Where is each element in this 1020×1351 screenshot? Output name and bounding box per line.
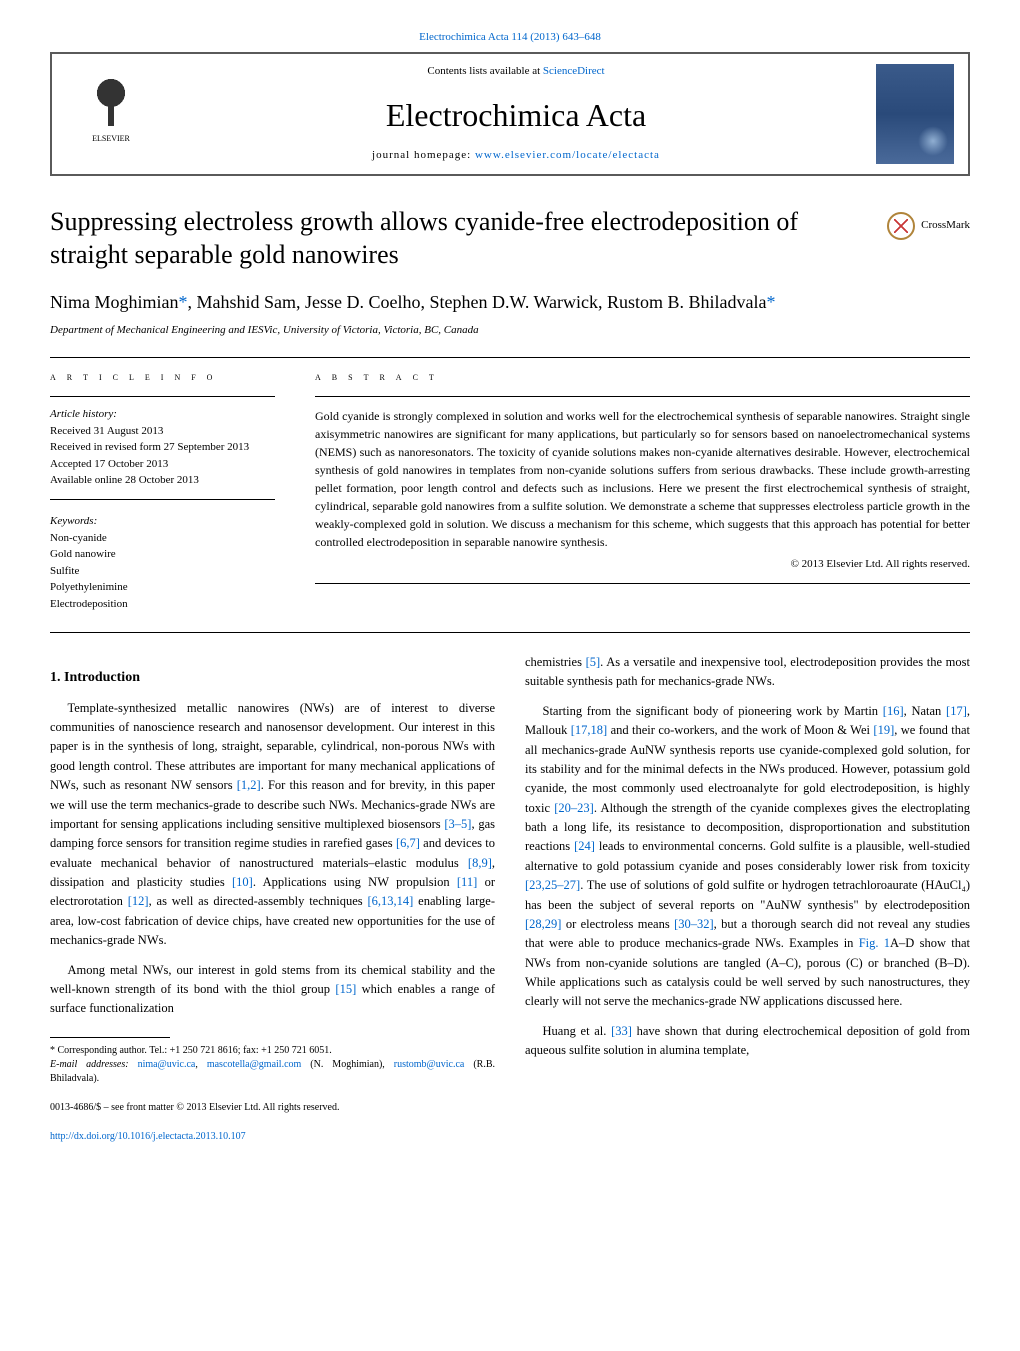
divider xyxy=(50,499,275,500)
divider xyxy=(50,357,970,358)
journal-cover-thumbnail xyxy=(876,64,954,164)
left-column: 1. Introduction Template-synthesized met… xyxy=(50,653,495,1145)
body-paragraph: Template-synthesized metallic nanowires … xyxy=(50,699,495,951)
journal-homepage: journal homepage: www.elsevier.com/locat… xyxy=(156,148,876,164)
ref-link[interactable]: [6,13,14] xyxy=(368,894,414,908)
history-label: Article history: xyxy=(50,407,275,423)
keywords-label: Keywords: xyxy=(50,514,275,530)
crossmark-icon xyxy=(887,212,915,240)
keyword: Gold nanowire xyxy=(50,546,275,563)
ref-link[interactable]: [8,9] xyxy=(468,856,492,870)
right-column: chemistries [5]. As a versatile and inex… xyxy=(525,653,970,1145)
abstract-label: A B S T R A C T xyxy=(315,368,970,385)
abstract-text: Gold cyanide is strongly complexed in so… xyxy=(315,407,970,551)
ref-link[interactable]: [19] xyxy=(873,723,894,737)
ref-link[interactable]: [3–5] xyxy=(444,817,471,831)
body-paragraph: Among metal NWs, our interest in gold st… xyxy=(50,961,495,1019)
history-item: Received 31 August 2013 xyxy=(50,423,275,440)
doi-link[interactable]: http://dx.doi.org/10.1016/j.electacta.20… xyxy=(50,1131,246,1142)
footnote-separator xyxy=(50,1037,170,1038)
ref-link[interactable]: [20–23] xyxy=(554,801,594,815)
ref-link[interactable]: [15] xyxy=(335,982,356,996)
ref-link[interactable]: [16] xyxy=(883,704,904,718)
ref-link[interactable]: [30–32] xyxy=(674,917,714,931)
journal-header: ELSEVIER Contents lists available at Sci… xyxy=(50,52,970,176)
author-corr-link[interactable]: * xyxy=(179,292,188,312)
email-link[interactable]: mascotella@gmail.com xyxy=(207,1059,301,1070)
author-corr-link[interactable]: * xyxy=(767,292,776,312)
ref-link[interactable]: [24] xyxy=(574,839,595,853)
contents-line: Contents lists available at ScienceDirec… xyxy=(156,64,876,80)
email-link[interactable]: rustomb@uvic.ca xyxy=(394,1059,465,1070)
ref-link[interactable]: [17] xyxy=(946,704,967,718)
ref-link[interactable]: [6,7] xyxy=(396,836,420,850)
body-paragraph: Starting from the significant body of pi… xyxy=(525,702,970,1012)
keyword: Electrodeposition xyxy=(50,596,275,613)
top-citation: Electrochimica Acta 114 (2013) 643–648 xyxy=(50,30,970,46)
top-citation-link[interactable]: Electrochimica Acta 114 (2013) 643–648 xyxy=(419,31,601,43)
issn-line: 0013-4686/$ – see front matter © 2013 El… xyxy=(50,1100,495,1116)
ref-link[interactable]: [33] xyxy=(611,1024,632,1038)
ref-link[interactable]: [10] xyxy=(232,875,253,889)
affiliation: Department of Mechanical Engineering and… xyxy=(50,323,970,339)
copyright: © 2013 Elsevier Ltd. All rights reserved… xyxy=(315,557,970,573)
keyword: Polyethylenimine xyxy=(50,579,275,596)
divider xyxy=(315,583,970,584)
email-link[interactable]: nima@uvic.ca xyxy=(138,1059,196,1070)
ref-link[interactable]: [17,18] xyxy=(571,723,607,737)
divider xyxy=(50,396,275,397)
divider xyxy=(315,396,970,397)
history-item: Received in revised form 27 September 20… xyxy=(50,439,275,456)
sciencedirect-link[interactable]: ScienceDirect xyxy=(543,65,605,77)
journal-home-link[interactable]: www.elsevier.com/locate/electacta xyxy=(475,149,660,161)
authors: Nima Moghimian*, Mahshid Sam, Jesse D. C… xyxy=(50,289,970,315)
crossmark-label: CrossMark xyxy=(921,218,970,234)
publisher-name: ELSEVIER xyxy=(92,133,130,145)
article-title: Suppressing electroless growth allows cy… xyxy=(50,206,867,271)
ref-link[interactable]: [11] xyxy=(457,875,477,889)
crossmark-badge[interactable]: CrossMark xyxy=(887,212,970,240)
fig-link[interactable]: Fig. 1 xyxy=(859,936,890,950)
corresponding-author: * Corresponding author. Tel.: +1 250 721… xyxy=(50,1044,495,1058)
keyword: Sulfite xyxy=(50,563,275,580)
publisher-logo: ELSEVIER xyxy=(66,69,156,159)
history-item: Accepted 17 October 2013 xyxy=(50,456,275,473)
keyword: Non-cyanide xyxy=(50,530,275,547)
ref-link[interactable]: [5] xyxy=(586,655,601,669)
ref-link[interactable]: [28,29] xyxy=(525,917,561,931)
article-info-label: A R T I C L E I N F O xyxy=(50,368,275,385)
body-paragraph: chemistries [5]. As a versatile and inex… xyxy=(525,653,970,692)
elsevier-tree-icon xyxy=(81,69,141,129)
body-paragraph: Huang et al. [33] have shown that during… xyxy=(525,1022,970,1061)
divider xyxy=(50,632,970,633)
history-item: Available online 28 October 2013 xyxy=(50,472,275,489)
ref-link[interactable]: [12] xyxy=(128,894,149,908)
journal-name: Electrochimica Acta xyxy=(156,92,876,138)
email-line: E-mail addresses: nima@uvic.ca, mascotel… xyxy=(50,1058,495,1086)
intro-heading: 1. Introduction xyxy=(50,667,495,689)
ref-link[interactable]: [23,25–27] xyxy=(525,878,580,892)
ref-link[interactable]: [1,2] xyxy=(237,778,261,792)
